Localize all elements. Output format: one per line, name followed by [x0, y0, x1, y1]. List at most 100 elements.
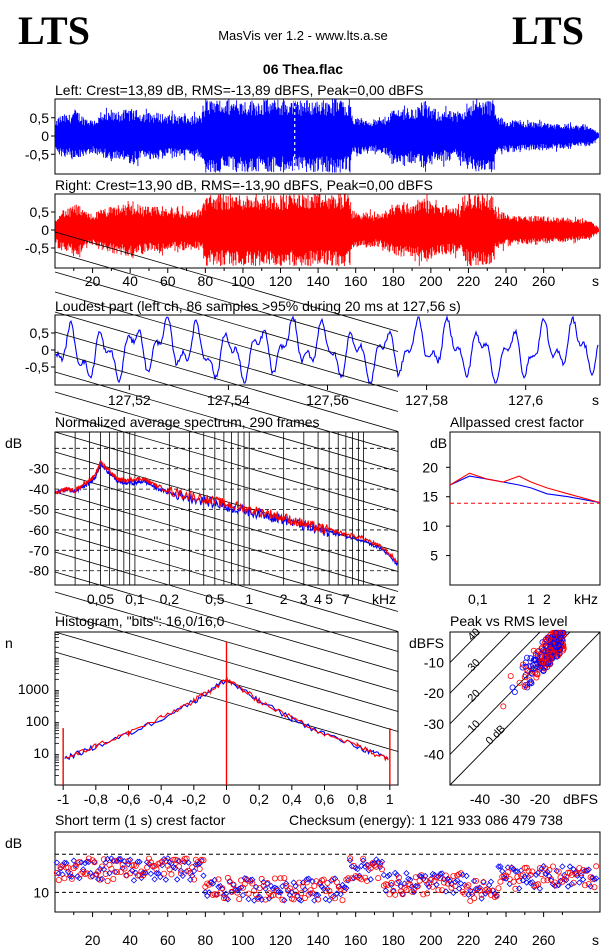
short-term-point-right	[78, 870, 85, 877]
short-term-point-right	[326, 888, 333, 895]
short-term-x-tick-label: 220	[457, 932, 481, 946]
right-waveform-frame	[54, 193, 601, 269]
short-term-point-right	[324, 880, 331, 887]
short-term-point-right	[196, 866, 203, 873]
short-term-point-right	[429, 883, 436, 890]
short-term-point-right	[546, 867, 553, 874]
spectrum-slope-line	[54, 291, 399, 392]
short-term-point-left	[499, 867, 506, 875]
loudest-x-tick-label: 127,52	[108, 392, 151, 408]
short-term-point-left	[457, 880, 465, 887]
right-waveform-title: Right: Crest=13,90 dB, RMS=-13,90 dBFS, …	[55, 177, 433, 193]
allpassed-series-red	[449, 472, 601, 504]
allpassed-y-tick-label: 5	[430, 548, 438, 564]
short-term-point-right	[121, 865, 128, 872]
short-term-point-left	[395, 878, 403, 885]
peak-rms-point	[560, 629, 567, 636]
allpassed-y-tick-label: 10	[422, 518, 438, 534]
loudest-part-y-tick-label: -0,5	[25, 359, 49, 375]
left-waveform-y-tick-label: -0,5	[25, 146, 49, 162]
short-term-point-left	[266, 895, 273, 902]
spectrum-ylabel: dB	[5, 435, 22, 451]
short-term-point-left	[423, 880, 431, 888]
peak-rms-y-tick-label: -40	[424, 746, 444, 762]
short-term-point-left	[249, 876, 256, 883]
short-term-point-right	[514, 874, 521, 881]
short-term-point-left	[384, 873, 391, 880]
short-term-x-tick-label: 260	[532, 932, 556, 946]
peak-rms-point	[522, 659, 529, 666]
short-term-point-left	[162, 876, 170, 883]
right-waveform-y-tick-label: -0,5	[25, 240, 49, 256]
short-term-point-left	[177, 867, 185, 875]
histogram-x-tick-label: -0,8	[84, 791, 108, 807]
short-term-point-right	[331, 895, 338, 902]
allpassed-crest-title: Allpassed crest factor	[450, 414, 584, 430]
short-term-point-right	[185, 867, 192, 874]
spectrum-y-tick-label: -70	[29, 542, 49, 558]
short-term-point-left	[70, 857, 77, 864]
short-term-point-left	[350, 874, 357, 882]
app-title: MasVis ver 1.2 - www.lts.a.se	[218, 28, 388, 43]
short-term-point-right	[264, 880, 271, 887]
histogram-x-tick-label: -1	[57, 791, 70, 807]
short-term-point-left	[393, 871, 401, 879]
short-term-point-right	[144, 864, 151, 871]
short-term-point-right	[85, 855, 92, 862]
short-term-point-right	[521, 864, 528, 871]
short-term-point-right	[230, 881, 237, 888]
short-term-point-right	[219, 885, 226, 892]
histogram-x-tick-label: 0,8	[347, 791, 367, 807]
short-term-point-right	[61, 875, 68, 882]
spectrum-x-tick-label: 4	[314, 591, 322, 607]
short-term-x-tick-label: 40	[122, 932, 138, 946]
peak-rms-point	[528, 663, 535, 670]
short-term-point-right	[427, 877, 434, 884]
allpassed-x-unit: kHz	[574, 591, 598, 607]
right-waveform-y-tick-label: 0,5	[30, 204, 50, 220]
peak-rms-point	[533, 670, 540, 677]
short-term-point-right	[55, 877, 62, 884]
short-term-point-left	[284, 886, 292, 894]
short-term-point-right	[463, 883, 470, 890]
short-term-point-right	[578, 870, 585, 877]
right-x-tick-label: 220	[457, 273, 481, 289]
peak-rms-point	[541, 664, 548, 671]
short-term-point-left	[542, 870, 549, 877]
loudest-x-tick-label: 127,58	[405, 392, 448, 408]
short-term-point-left	[207, 879, 215, 886]
short-term-point-right	[450, 873, 457, 880]
short-term-point-right	[117, 869, 124, 876]
short-term-point-left	[333, 890, 341, 897]
short-term-point-left	[356, 872, 363, 879]
short-term-point-right	[279, 896, 286, 903]
short-term-x-tick-label: 180	[382, 932, 406, 946]
short-term-point-left	[525, 873, 532, 881]
short-term-point-right	[469, 888, 476, 895]
short-term-point-right	[269, 892, 276, 899]
short-term-point-left	[121, 858, 128, 865]
short-term-point-right	[512, 885, 519, 892]
short-term-point-left	[343, 884, 350, 892]
short-term-point-right	[442, 872, 449, 879]
allpassed-x-tick-label: 0,1	[468, 591, 488, 607]
short-term-point-left	[275, 888, 282, 896]
short-term-point-left	[341, 884, 348, 891]
short-term-point-right	[435, 887, 442, 894]
short-term-point-left	[388, 881, 395, 888]
short-term-point-left	[337, 890, 344, 898]
short-term-point-left	[130, 877, 138, 884]
short-term-point-right	[345, 875, 352, 882]
spectrum-x-tick-label: 2	[280, 591, 288, 607]
short-term-point-right	[271, 875, 278, 882]
short-term-point-right	[373, 863, 380, 870]
peak-rms-point	[547, 660, 554, 667]
short-term-point-left	[282, 880, 290, 887]
short-term-point-left	[322, 895, 329, 903]
short-term-point-right	[471, 895, 478, 902]
short-term-point-left	[563, 876, 570, 884]
lts-logo-left: LTS	[18, 8, 90, 53]
short-term-point-left	[403, 870, 410, 877]
short-term-point-right	[360, 855, 367, 862]
